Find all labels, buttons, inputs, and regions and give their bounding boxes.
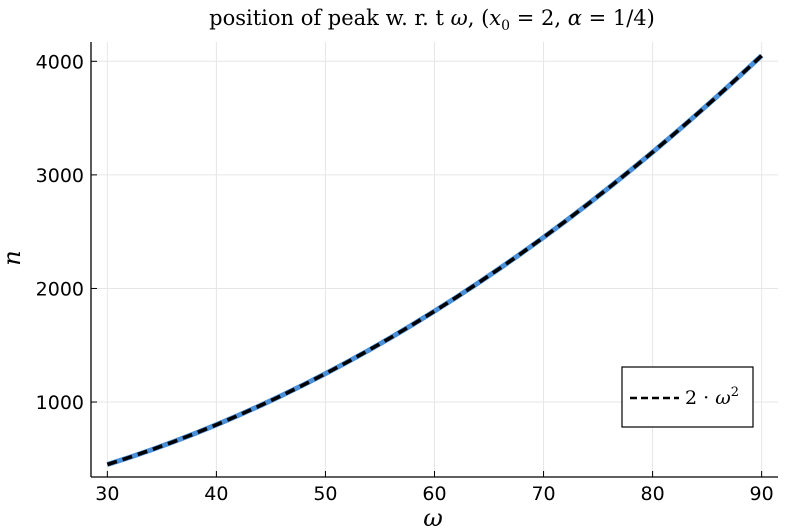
- y-tick-label: 4000: [36, 51, 84, 73]
- title-alpha: α: [568, 6, 582, 30]
- x-tick-label: 80: [641, 483, 665, 505]
- legend-coef: 2: [685, 387, 697, 409]
- title-sep: , (: [468, 6, 490, 30]
- legend-var: ω: [715, 387, 731, 409]
- x-tick-label: 60: [422, 483, 446, 505]
- x-tick-label: 70: [531, 483, 555, 505]
- legend-exp: 2: [731, 385, 739, 400]
- x-tick-label: 30: [95, 483, 119, 505]
- title-eq2: = 1/4): [582, 6, 655, 30]
- y-tick-label: 3000: [36, 165, 84, 187]
- ticks: 30 40 50 60 70 80 90 1000 2000 3000 4000: [36, 51, 774, 505]
- series-group: [106, 53, 764, 467]
- x-tick-label: 50: [313, 483, 337, 505]
- y-tick-label: 1000: [36, 392, 84, 414]
- legend-dot: ·: [697, 387, 715, 409]
- title-x: x: [489, 6, 501, 30]
- legend-label: 2 · ω2: [685, 385, 739, 409]
- title-eq1: = 2,: [510, 6, 568, 30]
- legend: 2 · ω2: [621, 366, 754, 428]
- title-sub: 0: [501, 18, 510, 34]
- y-axis-label: n: [0, 250, 26, 265]
- x-tick-label: 40: [204, 483, 228, 505]
- y-tick-label: 2000: [36, 278, 84, 300]
- x-axis-label: ω: [423, 504, 443, 530]
- title-omega: ω: [451, 6, 468, 30]
- series-line-dashed: [106, 54, 763, 467]
- chart-title: position of peak w. r. t ω, (x0 = 2, α =…: [209, 6, 655, 34]
- title-prefix: position of peak w. r. t: [209, 6, 451, 30]
- grid: [91, 42, 778, 477]
- x-tick-label: 90: [750, 483, 774, 505]
